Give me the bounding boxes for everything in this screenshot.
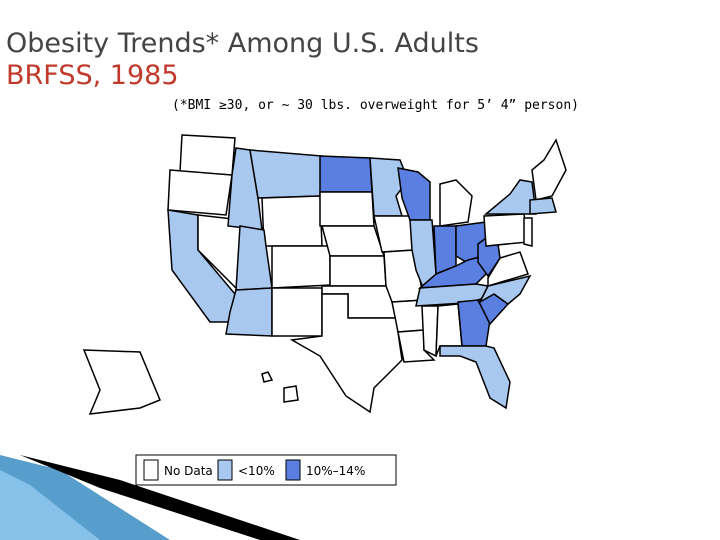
subtitle: BRFSS, 1985 <box>6 60 179 91</box>
state <box>271 287 323 337</box>
state <box>397 167 431 221</box>
state <box>319 155 373 193</box>
states <box>82 134 567 415</box>
note: (*BMI ≥30, or ~ 30 lbs. overweight for 5… <box>172 98 579 113</box>
state <box>179 134 236 176</box>
state <box>483 213 529 247</box>
state <box>261 371 274 383</box>
legend-label: No Data <box>164 464 213 478</box>
state <box>457 299 491 347</box>
state <box>439 179 473 227</box>
state <box>397 329 436 363</box>
state <box>167 169 233 216</box>
legend-swatch <box>285 459 301 481</box>
state <box>235 225 273 291</box>
legend-label: <10% <box>238 464 275 478</box>
state <box>439 345 511 410</box>
state <box>329 255 387 287</box>
state <box>319 191 375 227</box>
state <box>321 225 386 257</box>
legend-swatch <box>217 459 233 481</box>
state <box>82 349 161 415</box>
state <box>523 217 533 247</box>
state <box>271 245 331 289</box>
state <box>225 287 273 337</box>
state <box>283 385 299 403</box>
state <box>531 138 567 201</box>
legend-frame <box>135 454 397 486</box>
state <box>483 179 537 215</box>
state <box>289 293 403 414</box>
state <box>529 197 557 215</box>
legend-label: 10%–14% <box>306 464 365 478</box>
state <box>261 195 323 247</box>
decoration <box>0 455 300 540</box>
state <box>249 149 323 199</box>
legend-swatch <box>143 459 159 481</box>
title: Obesity Trends* Among U.S. Adults <box>6 28 479 59</box>
